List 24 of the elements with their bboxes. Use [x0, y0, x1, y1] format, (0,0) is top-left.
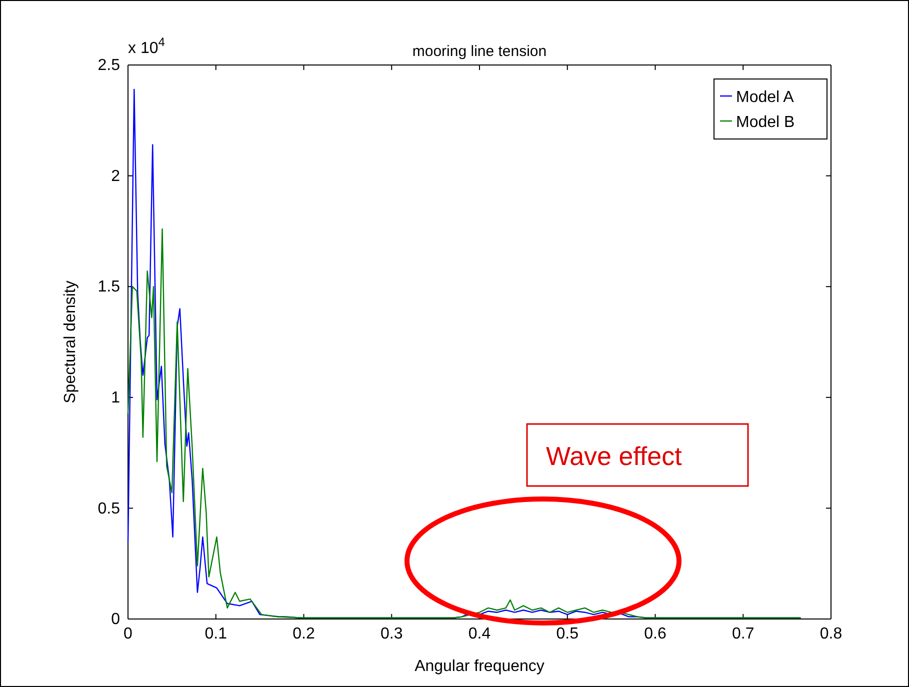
- y-tick-label: 2: [111, 168, 120, 185]
- y-tick-label: 2.5: [98, 57, 120, 74]
- x-tick-label: 0.6: [644, 625, 666, 642]
- legend-label: Model A: [736, 89, 794, 106]
- x-tick-label: 0: [124, 625, 133, 642]
- x-tick-label: 0.4: [468, 625, 491, 642]
- legend-label: Model B: [736, 114, 795, 131]
- chart-title: mooring line tension: [412, 43, 547, 60]
- x-tick-label: 0.1: [204, 625, 228, 642]
- x-tick-label: 0.3: [380, 625, 403, 642]
- x-axis-title: Angular frequency: [414, 658, 544, 675]
- note-box: Wave effect: [526, 423, 749, 487]
- text: x 10$^{4}$: [128, 35, 166, 57]
- line-series: [127, 228, 801, 618]
- x-tick-label: 0.8: [820, 625, 842, 642]
- y-tick-label: 0.5: [98, 500, 120, 518]
- x-tick-label: 0.2: [292, 625, 315, 642]
- y-tick-label: 0: [111, 611, 120, 628]
- y-tick-label: 1.5: [98, 278, 120, 296]
- y-axis-title: Spectural density: [62, 280, 79, 404]
- y-tick-label: 1: [111, 390, 120, 407]
- x-tick-label: 0.7: [732, 625, 754, 642]
- annotation: Wave effect: [546, 441, 683, 471]
- x-tick-label: 0.5: [556, 625, 579, 642]
